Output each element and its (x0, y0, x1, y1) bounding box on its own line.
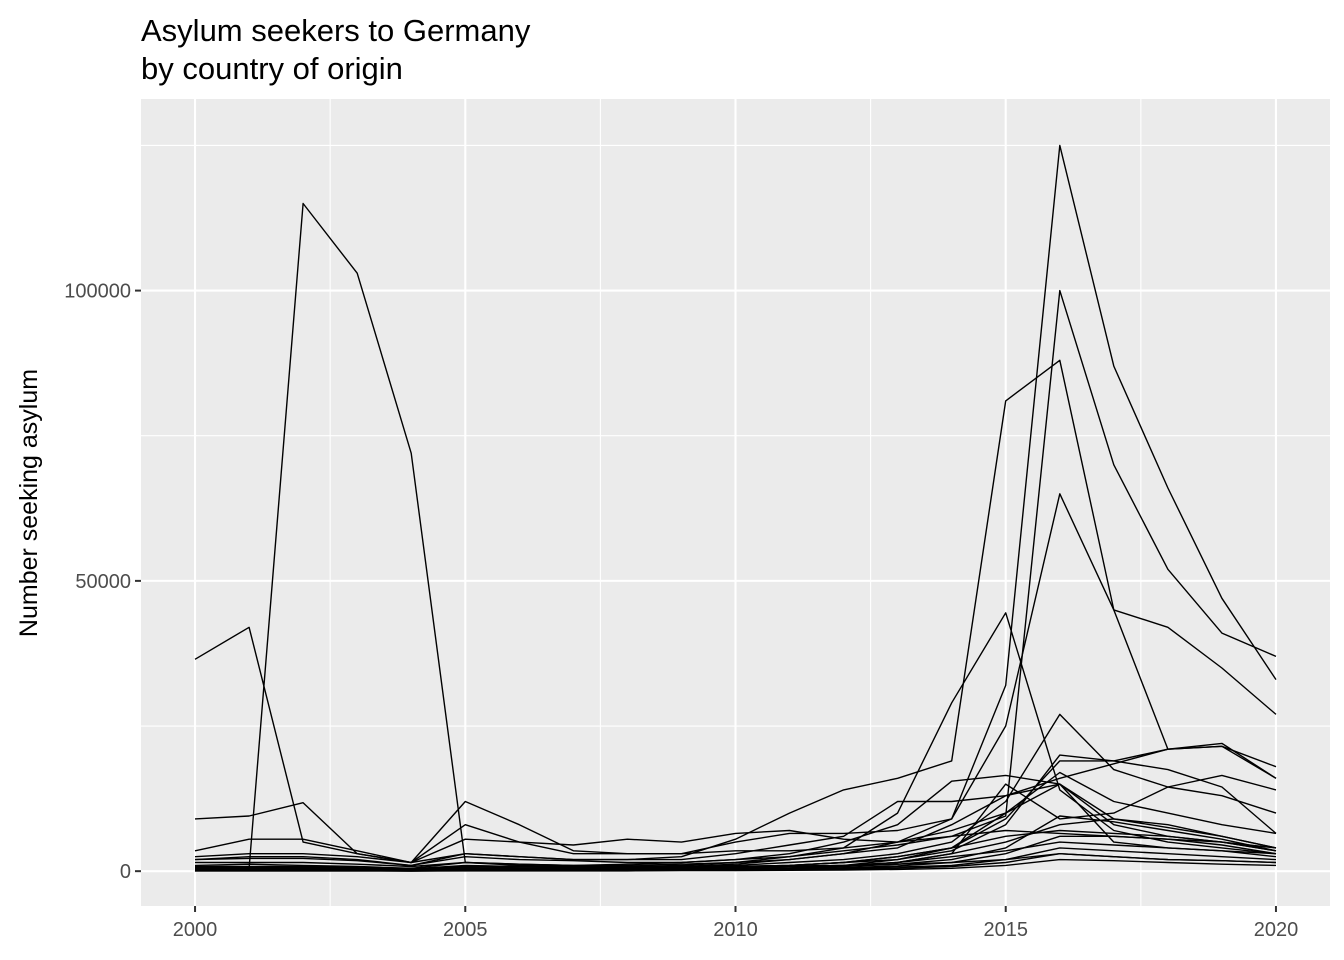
x-tick-label: 2015 (983, 919, 1028, 941)
series-line-10 (194, 745, 1277, 864)
chart-title: Asylum seekers to Germany (141, 13, 531, 48)
series-lines (194, 144, 1277, 872)
series-line-20 (194, 841, 1277, 871)
x-tick-label: 2005 (443, 919, 488, 941)
y-tick-label: 0 (120, 861, 131, 883)
y-axis: 0 50000 100000 (64, 281, 141, 883)
series-line-23 (195, 858, 1277, 872)
y-tick-label: 50000 (75, 571, 131, 593)
series-line-5 (194, 359, 1277, 867)
y-axis-title: Number seeking asylum (15, 369, 43, 637)
x-tick-label: 2020 (1254, 919, 1299, 941)
x-tick-label: 2000 (173, 919, 218, 941)
x-axis: 2000 2005 2010 2015 2020 (173, 906, 1298, 941)
series-line-24 (194, 829, 1277, 867)
chart-subtitle: by country of origin (141, 51, 403, 86)
x-tick-label: 2010 (713, 919, 758, 941)
series-line-3 (194, 144, 1277, 864)
series-line-4 (194, 289, 1277, 864)
y-tick-label: 100000 (64, 281, 131, 303)
